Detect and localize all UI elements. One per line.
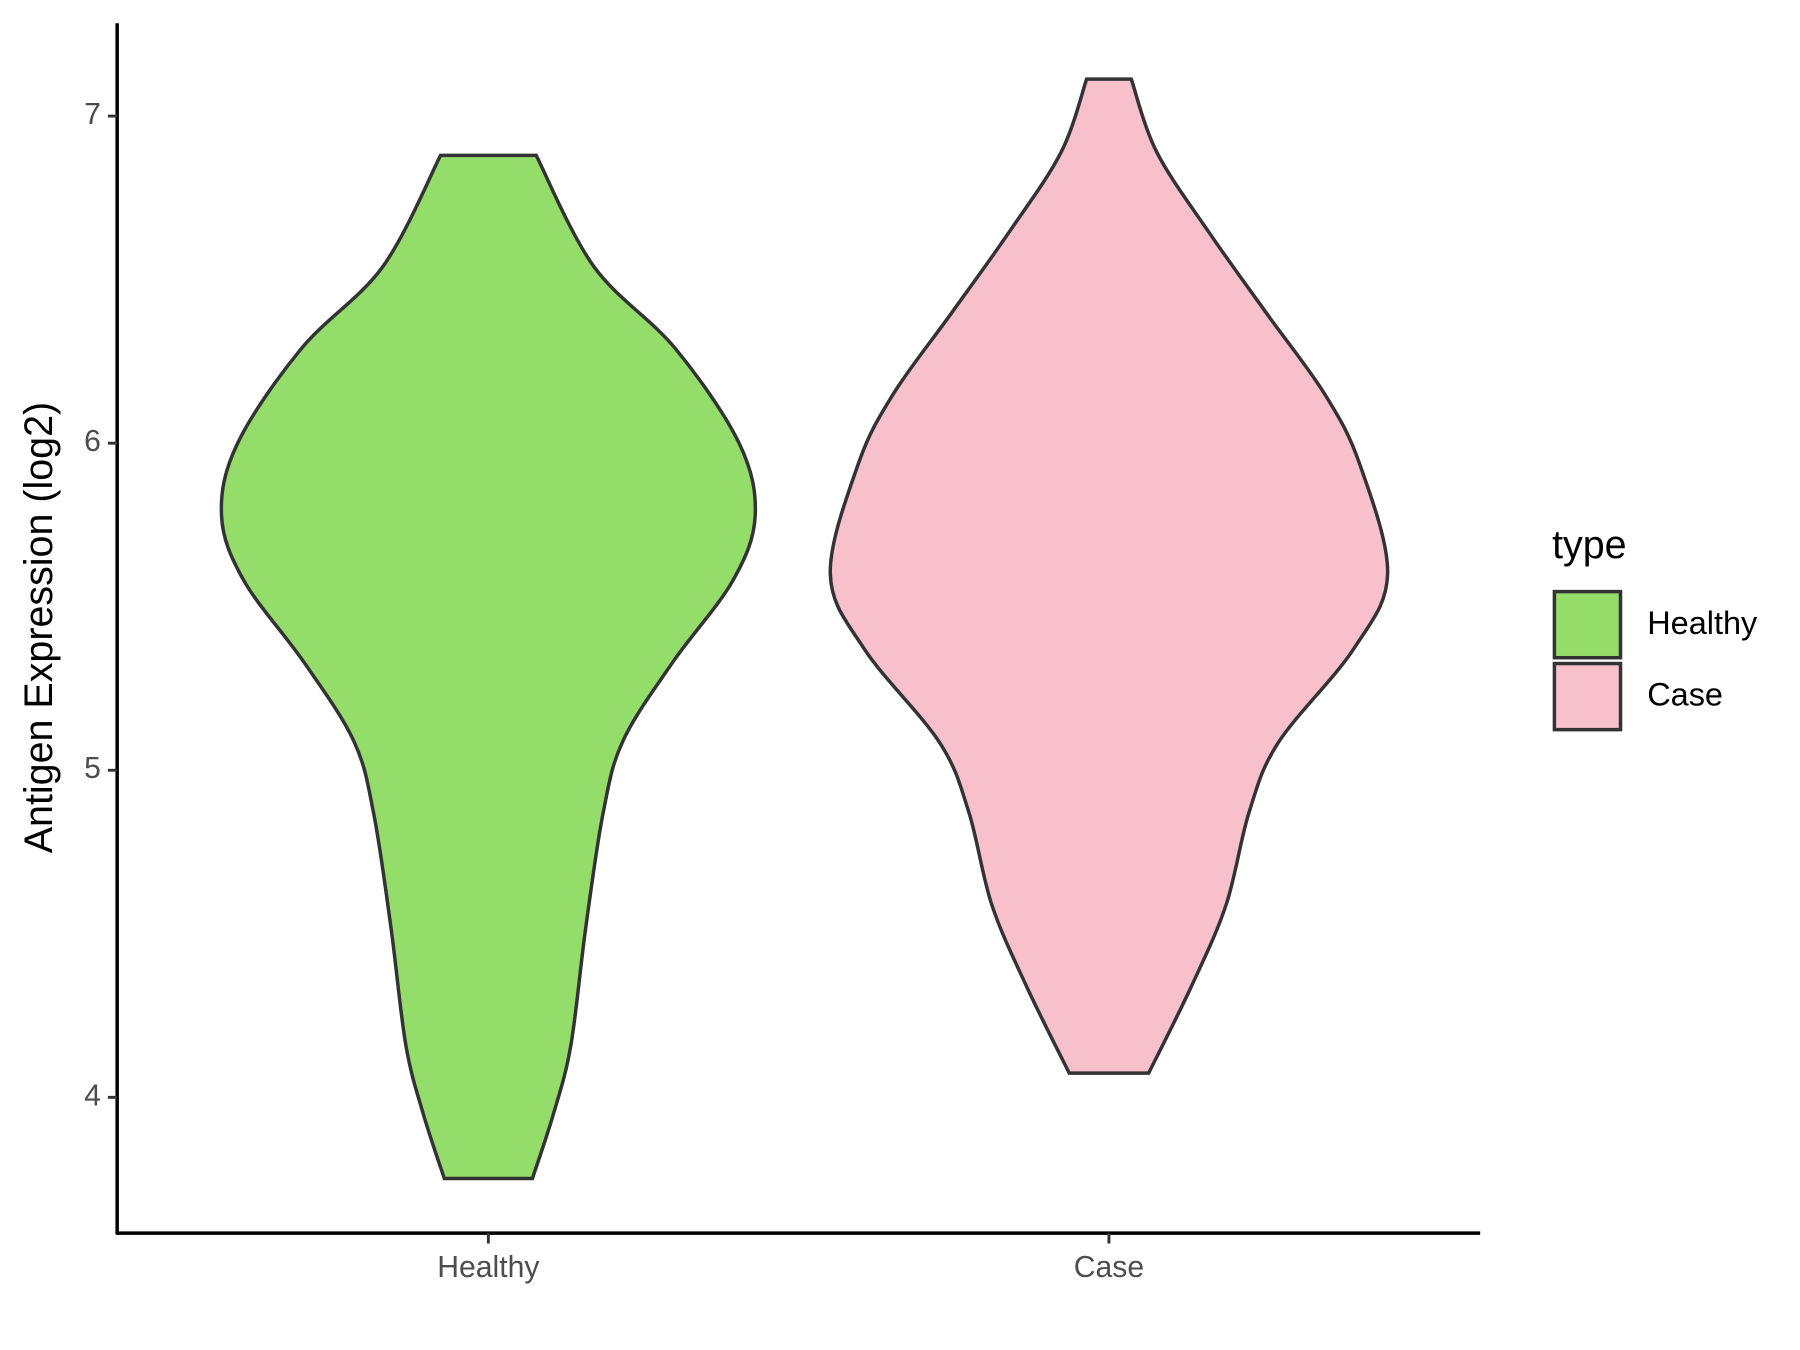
violin: [828, 77, 1390, 1075]
plot-area: Antigen Expression (log2) 4 5 6 7 Healthy Cas…: [17, 23, 1758, 1284]
x-tick-label: Case: [1074, 1251, 1144, 1284]
legend-key: [1552, 661, 1623, 732]
y-tick-label: 7: [84, 98, 101, 131]
legend-label: Healthy: [1647, 605, 1758, 641]
y-tick-label: 4: [84, 1079, 101, 1112]
y-axis-title: Antigen Expression (log2): [17, 402, 61, 853]
x-tick-label: Healthy: [437, 1251, 540, 1284]
y-tick-label: 6: [84, 425, 101, 458]
y-tick-label: 5: [84, 752, 101, 785]
violin: [219, 153, 758, 1181]
legend-key: [1552, 589, 1623, 660]
legend-title: type: [1552, 523, 1627, 567]
legend-label: Case: [1647, 677, 1723, 713]
